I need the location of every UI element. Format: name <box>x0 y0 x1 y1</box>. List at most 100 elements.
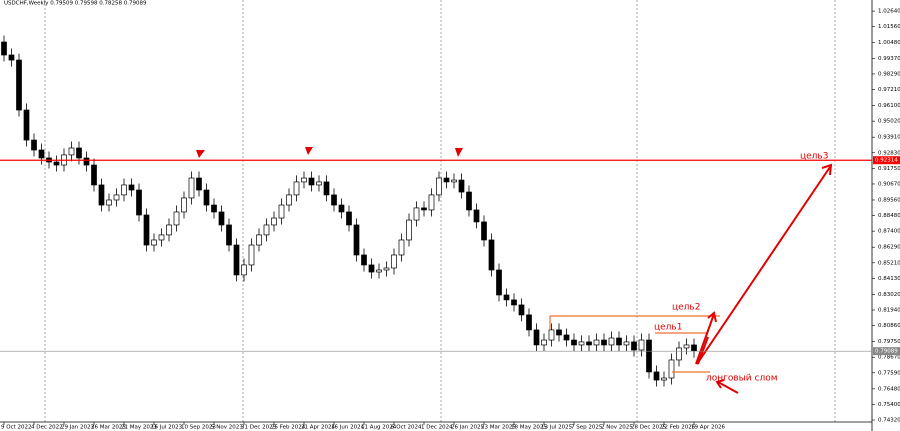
candle-body <box>8 54 15 61</box>
candle-body <box>488 239 495 271</box>
candle-body <box>608 337 615 346</box>
candle-body <box>653 371 660 381</box>
arrow <box>696 166 831 365</box>
y-tick-label: 0.98290 <box>878 71 900 77</box>
candle-body <box>691 344 697 352</box>
y-tick-label: 0.84130 <box>878 276 900 282</box>
marker <box>455 148 463 157</box>
candle-body <box>248 244 255 266</box>
candle-body <box>676 347 682 361</box>
candle-body <box>353 224 360 256</box>
arrows <box>695 163 833 394</box>
candle-body <box>481 221 487 241</box>
candle-body <box>203 189 210 206</box>
x-tick-label: 19 Apr 2026 <box>691 425 726 431</box>
candle-body <box>556 329 562 336</box>
candle-body <box>271 217 277 226</box>
y-tick-label: 0.93910 <box>878 135 900 141</box>
x-tick-label: 11 Aug 2024 <box>361 425 397 431</box>
annotations: цель3 цель2 цель1 лонговый слом <box>196 147 833 394</box>
candle-body <box>571 339 577 346</box>
candle-body <box>413 207 420 221</box>
candle-body <box>211 204 217 213</box>
candle-body <box>143 214 150 246</box>
y-tick-label: 1.02640 <box>878 9 900 15</box>
y-tick-label: 0.90670 <box>878 181 900 187</box>
candle-body <box>188 177 195 199</box>
marker <box>305 147 313 155</box>
x-tick-label: 26 Mar 2023 <box>91 425 126 431</box>
x-tick-label: 7 Sep 2025 <box>571 425 603 431</box>
candle-body <box>16 59 22 111</box>
price-tag <box>873 347 900 356</box>
arrow-head <box>821 163 833 176</box>
candle-body <box>128 184 135 191</box>
x-tick-label: 25 Feb 2024 <box>271 425 306 431</box>
candle-body <box>338 204 345 213</box>
y-tick-label: 1.01560 <box>878 24 900 30</box>
y-tick-label: 0.88480 <box>878 213 900 219</box>
candle-body <box>53 161 60 166</box>
arrow <box>717 381 739 394</box>
candle-body <box>91 164 97 186</box>
y-tick-label: 0.95020 <box>878 119 900 125</box>
y-tick-label: 0.91750 <box>878 166 900 172</box>
candle-body <box>586 341 592 346</box>
candle-body <box>31 139 37 151</box>
x-tick-label: 29 Jan 2023 <box>61 425 94 431</box>
candle-body <box>346 211 352 226</box>
y-tick-label: 1.00480 <box>878 40 900 46</box>
candle-body <box>646 339 652 373</box>
candle-body <box>503 294 510 301</box>
candle-body <box>23 109 30 141</box>
candle-body <box>526 314 532 331</box>
candle-body <box>263 224 270 236</box>
y-tick-label: 0.99370 <box>878 56 900 62</box>
candle-body <box>376 269 382 273</box>
annotation: цель3 <box>800 152 828 162</box>
y-tick-label: 0.81940 <box>878 308 900 314</box>
annotation: лонговый слом <box>706 374 778 384</box>
marker <box>196 150 205 158</box>
candle-body <box>496 269 502 296</box>
y-tick-label: 0.89560 <box>878 197 900 203</box>
candle-body <box>361 254 367 266</box>
x-tick-label: 18 May 2025 <box>511 425 547 431</box>
candle-body <box>638 339 645 351</box>
x-tick-label: 16 Jul 2023 <box>151 425 183 431</box>
candle-body <box>511 299 517 306</box>
x-tick-label: 16 Jun 2024 <box>331 425 365 431</box>
candle-body <box>466 191 472 211</box>
x-tick-label: 9 Oct 2022 <box>1 425 32 431</box>
candle-body <box>136 189 142 216</box>
y-tick-label: 0.92830 <box>878 150 900 156</box>
candle-body <box>616 337 622 346</box>
candle-body <box>383 267 390 271</box>
candle-body <box>631 341 637 351</box>
candle-body <box>196 177 202 191</box>
y-tick-label: 0.77590 <box>878 370 900 376</box>
candle-body <box>98 184 105 206</box>
y-tick-label: 0.97210 <box>878 87 900 93</box>
x-tick-label: 5 Nov 2023 <box>211 425 243 431</box>
arrow <box>695 313 715 365</box>
candle-body <box>541 339 547 346</box>
x-tick-label: 10 Sep 2023 <box>181 425 216 431</box>
candle-body <box>218 211 225 226</box>
x-tick-label: 6 Oct 2024 <box>391 425 422 431</box>
candle-body <box>683 344 690 349</box>
candle-body <box>593 339 600 346</box>
candle-body <box>106 199 112 206</box>
candle-body <box>256 234 262 246</box>
x-tick-label: 21 Apr 2024 <box>301 425 336 431</box>
candle-body <box>623 341 630 346</box>
candle-body <box>331 194 337 206</box>
annotation: цель2 <box>672 303 700 313</box>
candle-body <box>451 179 457 183</box>
candle-body <box>398 239 405 256</box>
candle-body <box>428 194 435 211</box>
candle-body <box>233 244 240 276</box>
candle-body <box>406 219 412 241</box>
candle-body <box>436 177 442 196</box>
